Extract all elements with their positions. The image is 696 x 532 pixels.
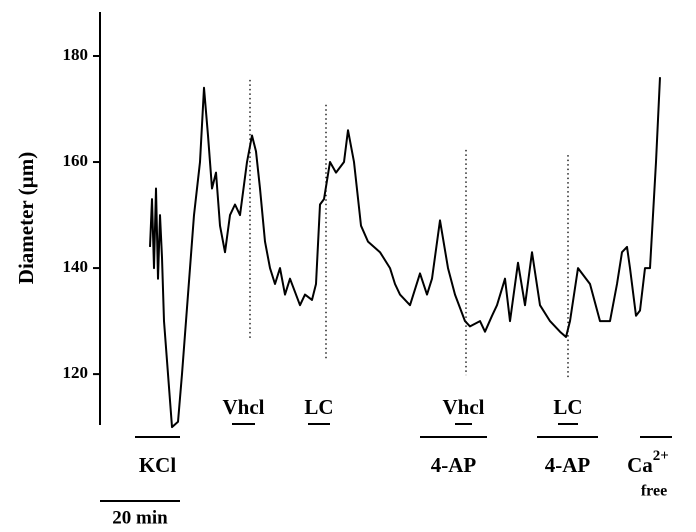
treatment-label: Vhcl [443, 395, 485, 419]
trace [149, 77, 661, 429]
treatment-label: 4-AP [431, 453, 477, 477]
scale-bar-label: 20 min [112, 507, 168, 528]
treatment-label-sup: 2+ [653, 448, 669, 464]
treatment-label-sub: free [641, 483, 667, 500]
y-tick-label: 120 [63, 363, 89, 382]
treatment-label: Vhcl [223, 395, 265, 419]
y-tick-label: 140 [63, 257, 89, 276]
treatment-label: LC [304, 395, 333, 419]
treatment-label: LC [553, 395, 582, 419]
y-axis-label: Diameter (µm) [14, 152, 38, 284]
treatment-label: KCl [139, 453, 177, 477]
treatment-label: Ca2+ [627, 448, 669, 476]
treatment-label-main: Ca [627, 453, 653, 477]
y-tick-label: 160 [63, 151, 89, 170]
y-tick-label: 180 [63, 45, 89, 64]
treatment-label: 4-AP [545, 453, 591, 477]
